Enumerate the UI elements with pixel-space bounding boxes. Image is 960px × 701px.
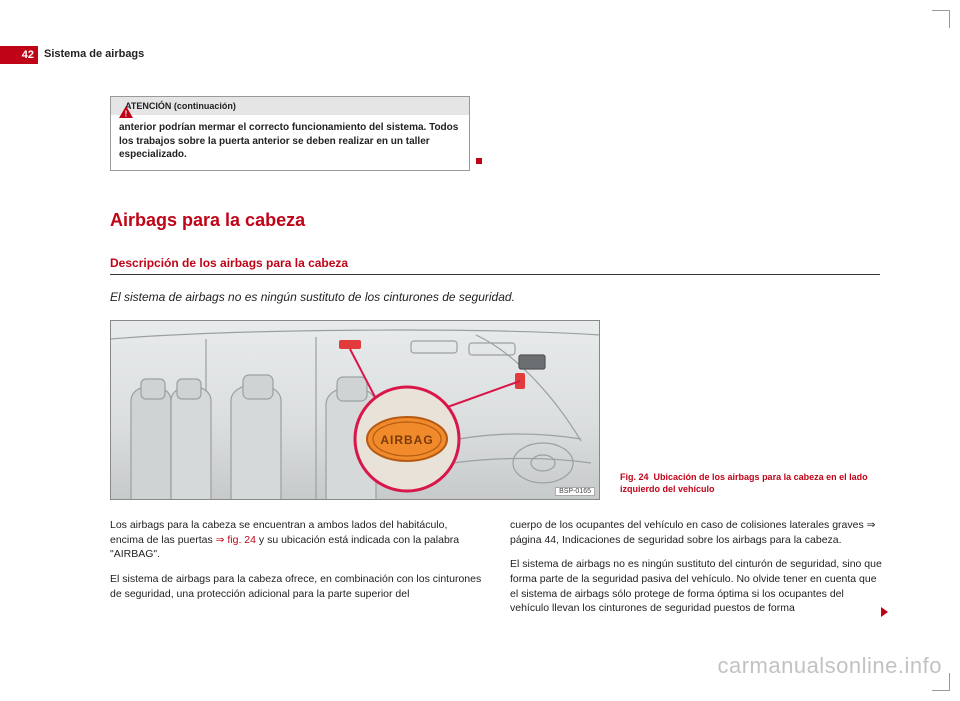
paragraph: El sistema de airbags no es ningún susti… (510, 557, 882, 616)
paragraph: El sistema de airbags para la cabeza ofr… (110, 572, 482, 601)
heading-2: Descripción de los airbags para la cabez… (110, 256, 348, 270)
figure-caption: Fig. 24 Ubicación de los airbags para la… (620, 472, 880, 495)
heading-1: Airbags para la cabeza (110, 210, 305, 231)
manual-page: 42 Sistema de airbags ! ATENCIÓN (contin… (0, 0, 960, 701)
figure-code: BSP-0165 (555, 487, 595, 496)
paragraph: Los airbags para la cabeza se encuentran… (110, 518, 482, 562)
airbag-badge-text: AIRBAG (380, 433, 433, 447)
body-column-left: Los airbags para la cabeza se encuentran… (110, 518, 482, 611)
running-header: Sistema de airbags (44, 48, 144, 60)
heading-divider (110, 274, 880, 275)
figure-caption-text: Ubicación de los airbags para la cabeza … (620, 472, 868, 494)
figure-caption-prefix: Fig. 24 (620, 472, 649, 482)
warning-box: ! ATENCIÓN (continuación) anterior podrí… (110, 96, 470, 171)
figure-reference: ⇒ fig. 24 (216, 534, 256, 546)
lead-text: El sistema de airbags no es ningún susti… (110, 290, 515, 304)
warning-body-text: anterior podrían mermar el correcto func… (111, 115, 469, 170)
continuation-arrow-icon (881, 607, 888, 617)
warning-header: ! ATENCIÓN (continuación) (111, 97, 469, 115)
page-number-tab: 42 (0, 46, 38, 64)
paragraph: cuerpo de los ocupantes del vehículo en … (510, 518, 882, 547)
svg-text:!: ! (125, 110, 128, 119)
section-end-marker (476, 158, 482, 164)
crop-mark-top-right (932, 10, 950, 28)
warning-title: ATENCIÓN (continuación) (125, 101, 236, 111)
watermark-text: carmanualsonline.info (717, 653, 942, 679)
figure-24: AIRBAG BSP-0165 (110, 320, 600, 500)
body-column-right: cuerpo de los ocupantes del vehículo en … (510, 518, 882, 626)
